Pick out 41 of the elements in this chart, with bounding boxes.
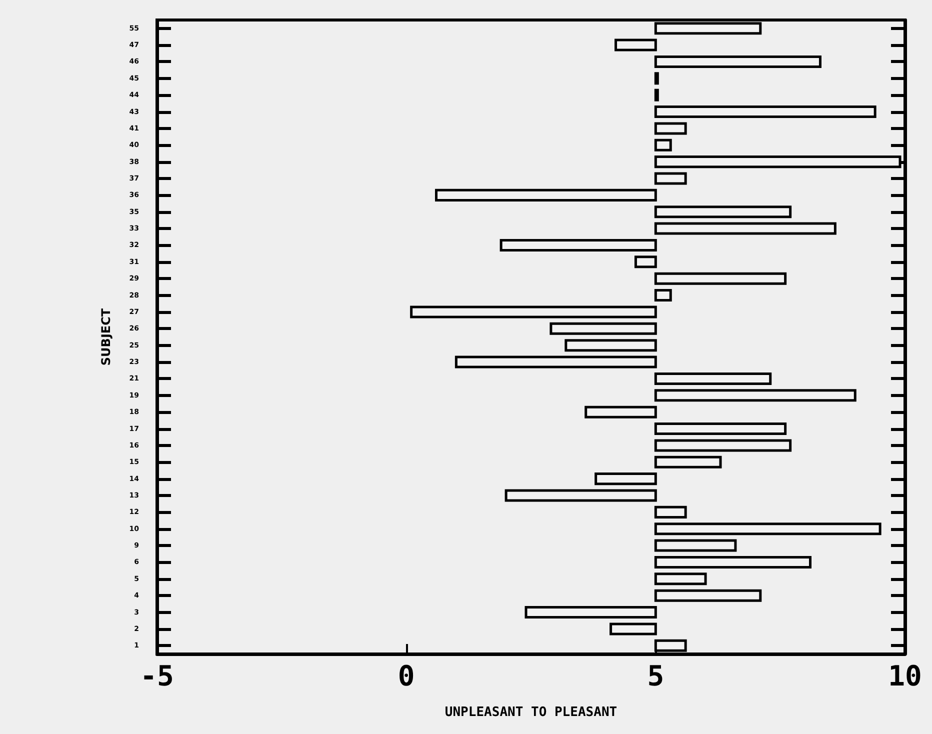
bar — [654, 272, 787, 285]
bar — [654, 206, 792, 218]
y-axis-title: SUBJECT — [99, 308, 113, 366]
bar — [654, 289, 672, 302]
bar — [654, 506, 687, 518]
bar — [594, 472, 657, 486]
bar — [654, 572, 707, 586]
bar — [564, 339, 657, 352]
bar — [654, 22, 762, 35]
bar — [500, 238, 657, 252]
bar — [584, 406, 657, 418]
bar — [454, 356, 657, 368]
x-axis-title: UNPLEASANT TO PLEASANT — [444, 705, 618, 720]
x-tick-label: -5 — [140, 660, 174, 692]
bar — [654, 222, 836, 235]
bar — [654, 172, 687, 185]
bar — [654, 106, 876, 118]
bar — [654, 539, 737, 552]
bar — [504, 489, 657, 502]
bar — [550, 322, 657, 335]
bar — [435, 188, 657, 202]
bar — [654, 522, 882, 536]
bar — [654, 372, 772, 385]
x-tick-label: 0 — [398, 660, 415, 692]
bar — [524, 606, 657, 619]
bar — [614, 38, 657, 52]
bar — [654, 122, 687, 135]
bar — [654, 456, 722, 468]
bar — [410, 306, 657, 318]
bar — [654, 422, 787, 436]
bar — [654, 556, 812, 568]
bar — [634, 256, 657, 268]
x-tick-label: 5 — [647, 660, 664, 692]
bar — [654, 439, 792, 452]
bar — [654, 389, 856, 402]
bar — [654, 156, 902, 168]
x-tick-label: 10 — [888, 660, 922, 692]
bar — [654, 589, 762, 602]
bar — [654, 55, 822, 68]
bar — [610, 622, 657, 636]
bar — [654, 138, 672, 152]
